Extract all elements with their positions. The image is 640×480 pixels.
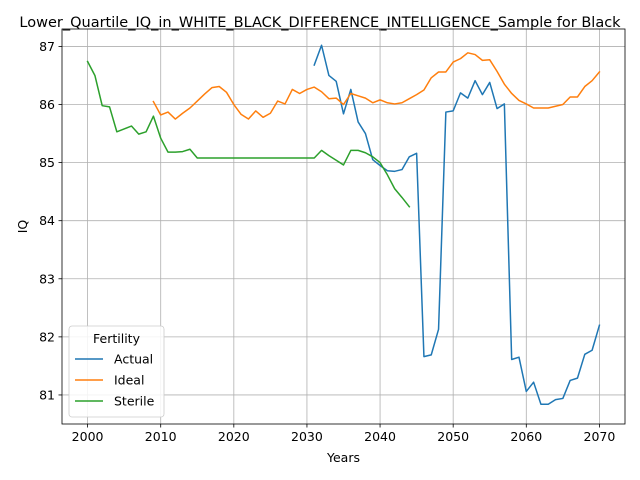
- x-axis-label: Years: [326, 450, 360, 465]
- y-tick-label: 84: [39, 213, 55, 228]
- legend-title: Fertility: [93, 331, 141, 346]
- legend-label-ideal: Ideal: [114, 373, 144, 388]
- series-line-actual: [313, 44, 601, 405]
- y-tick-label: 83: [39, 271, 55, 286]
- x-tick-label: 2040: [364, 429, 396, 444]
- legend: Fertility Actual Ideal Sterile: [68, 325, 165, 418]
- x-tick-label: 2050: [437, 429, 469, 444]
- x-axis-ticks: 2000 2010 2020 2030 2040 2050 2060 2070: [72, 424, 616, 444]
- y-tick-label: 82: [39, 329, 55, 344]
- x-tick-label: 2070: [584, 429, 616, 444]
- y-axis-ticks: 81 82 83 84 85 86 87: [39, 39, 62, 402]
- chart-title: Lower_Quartile_IQ_in_WHITE_BLACK_DIFFERE…: [19, 15, 621, 31]
- x-tick-label: 2030: [291, 429, 323, 444]
- x-tick-label: 2000: [72, 429, 104, 444]
- legend-label-sterile: Sterile: [114, 394, 155, 409]
- y-axis-label: IQ: [15, 220, 30, 234]
- y-tick-label: 87: [39, 39, 55, 54]
- plot-frame: [61, 28, 626, 425]
- y-tick-label: 81: [39, 387, 55, 402]
- series-line-ideal: [152, 52, 601, 120]
- legend-label-actual: Actual: [114, 352, 153, 367]
- series-lines: [86, 44, 601, 405]
- y-tick-label: 86: [39, 97, 55, 112]
- x-tick-label: 2020: [218, 429, 250, 444]
- legend-box: [68, 325, 165, 418]
- y-tick-label: 85: [39, 155, 55, 170]
- x-tick-label: 2060: [510, 429, 542, 444]
- series-line-sterile: [86, 60, 411, 208]
- x-tick-label: 2010: [145, 429, 177, 444]
